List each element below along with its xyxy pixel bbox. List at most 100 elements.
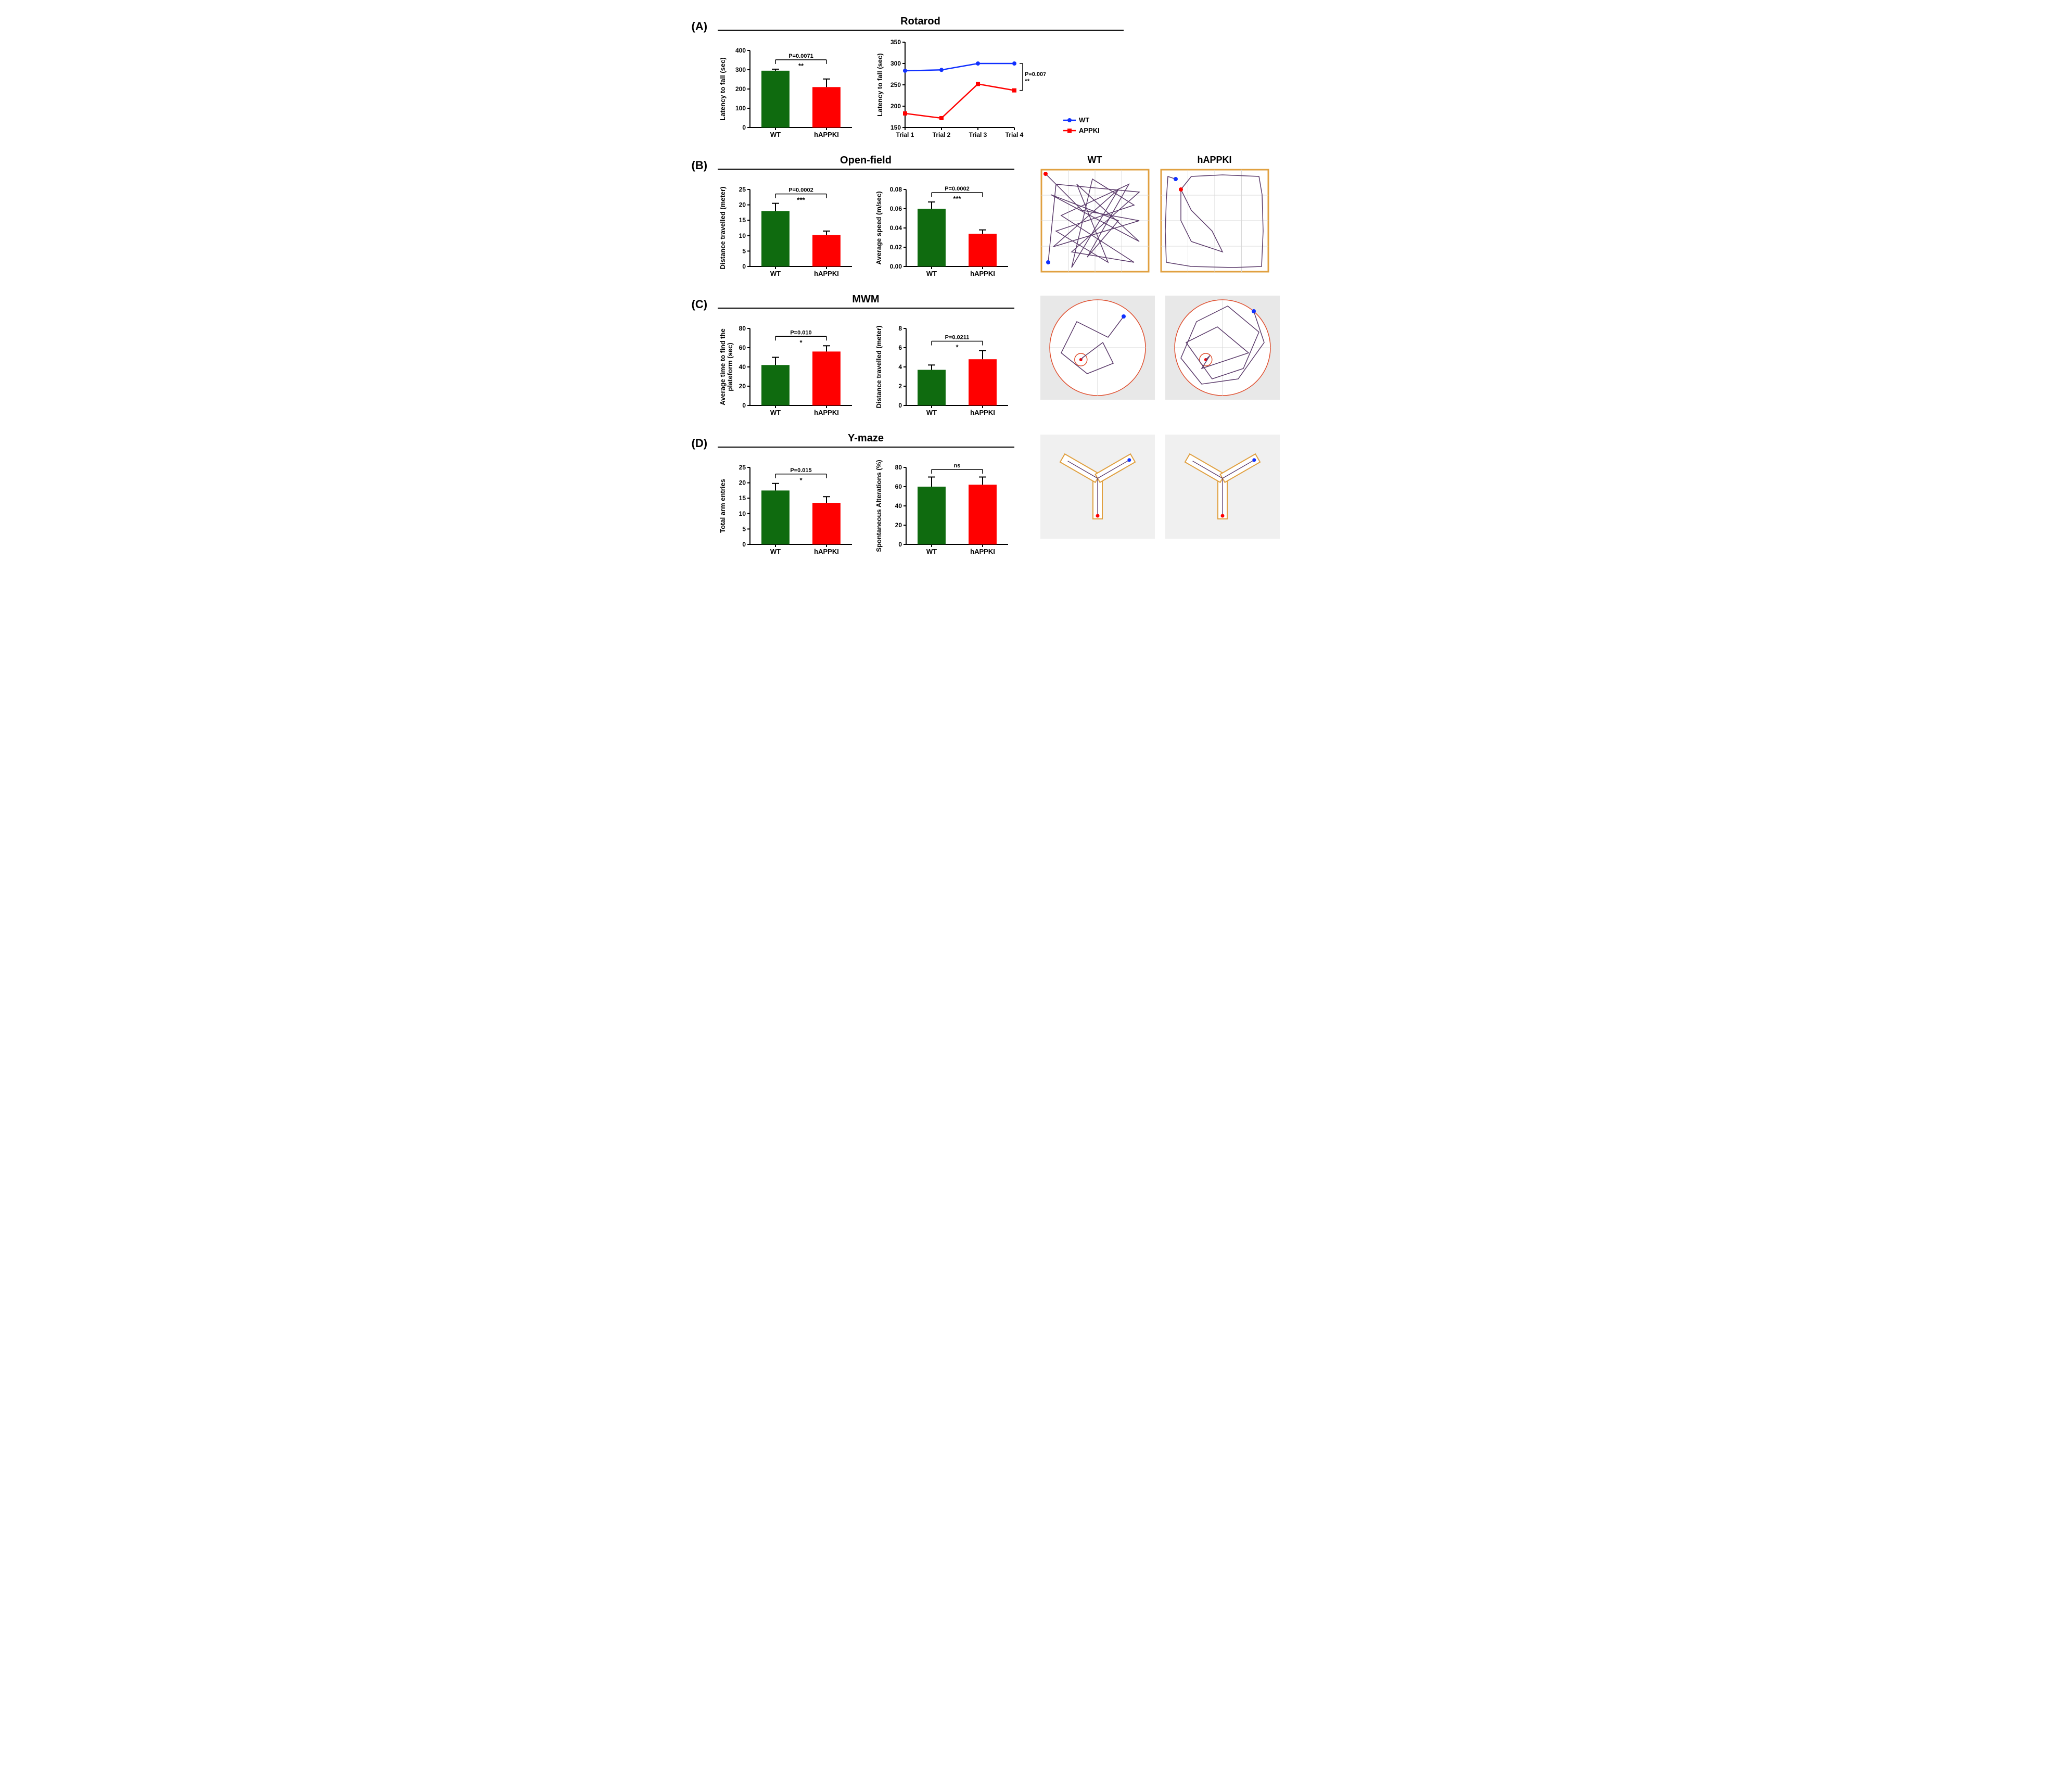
svg-text:2: 2 bbox=[898, 383, 902, 390]
panel-C-charts: 020406080Average time to find theplatefo… bbox=[718, 313, 1014, 422]
openfield-distance-chart: 0510152025Distance travelled (meter)WThA… bbox=[718, 174, 858, 283]
svg-text:25: 25 bbox=[739, 186, 746, 193]
svg-text:0.00: 0.00 bbox=[889, 263, 902, 270]
ymaze-track-ko bbox=[1165, 435, 1280, 539]
svg-text:WT: WT bbox=[770, 270, 780, 277]
svg-text:hAPPKI: hAPPKI bbox=[970, 270, 995, 277]
track-ko-col: hAPPKI bbox=[1160, 155, 1269, 273]
svg-text:P=0.0211: P=0.0211 bbox=[945, 335, 969, 341]
row-B: (B) Open-field 0510152025Distance travel… bbox=[692, 155, 1358, 283]
panel-B-charts: 0510152025Distance travelled (meter)WThA… bbox=[718, 174, 1014, 283]
svg-text:P=0.0002: P=0.0002 bbox=[788, 187, 813, 194]
panel-D-title: Y-maze bbox=[848, 433, 884, 444]
mwm-track-ko bbox=[1165, 296, 1280, 400]
svg-text:Trial 1: Trial 1 bbox=[896, 131, 914, 138]
openfield-track-wt bbox=[1040, 169, 1150, 273]
svg-text:10: 10 bbox=[739, 510, 746, 517]
panel-D-block: Y-maze 0510152025Total arm entriesWThAPP… bbox=[718, 433, 1014, 561]
svg-text:80: 80 bbox=[739, 325, 746, 332]
svg-text:WT: WT bbox=[926, 409, 936, 416]
rotarod-line-chart: 150200250300350Latency to fall (sec)Tria… bbox=[874, 35, 1046, 144]
title-rule bbox=[718, 30, 1124, 31]
row-D: (D) Y-maze 0510152025Total arm entriesWT… bbox=[692, 433, 1358, 561]
svg-text:40: 40 bbox=[895, 502, 902, 510]
panel-D-charts: 0510152025Total arm entriesWThAPPKIP=0.0… bbox=[718, 452, 1014, 561]
mwm-track-wt bbox=[1040, 296, 1155, 400]
svg-text:Latency to fall (sec): Latency to fall (sec) bbox=[719, 57, 727, 120]
panel-C-title: MWM bbox=[852, 294, 879, 306]
svg-text:hAPPKI: hAPPKI bbox=[970, 548, 995, 555]
svg-text:plateform (sec): plateform (sec) bbox=[726, 342, 734, 391]
svg-text:200: 200 bbox=[890, 103, 900, 110]
svg-text:5: 5 bbox=[742, 525, 746, 532]
panel-A-title: Rotarod bbox=[900, 16, 940, 28]
svg-text:*: * bbox=[956, 344, 959, 351]
title-rule bbox=[718, 169, 1014, 170]
panel-A-block: Rotarod 0 100 200 300 400 Latency to fall (se… bbox=[718, 16, 1124, 144]
svg-text:hAPPKI: hAPPKI bbox=[814, 548, 839, 555]
mwm-time-chart: 020406080Average time to find theplatefo… bbox=[718, 313, 858, 422]
svg-text:40: 40 bbox=[739, 363, 746, 371]
svg-text:20: 20 bbox=[895, 522, 902, 529]
line-legend: WT APPKI bbox=[1061, 113, 1124, 144]
svg-text:P=0.0072: P=0.0072 bbox=[1025, 71, 1046, 78]
svg-text:8: 8 bbox=[898, 325, 902, 332]
svg-text:0: 0 bbox=[898, 402, 902, 409]
svg-text:25: 25 bbox=[739, 464, 746, 471]
svg-text:Latency to fall (sec): Latency to fall (sec) bbox=[876, 53, 884, 116]
svg-text:80: 80 bbox=[895, 464, 902, 471]
panel-A-charts: 0100200300400Latency to fall (sec)WThAPP… bbox=[718, 35, 1124, 144]
svg-text:150: 150 bbox=[890, 124, 900, 131]
openfield-track-pair: WT hAPPKI bbox=[1040, 155, 1269, 273]
svg-text:Spontaneous Alterations (%): Spontaneous Alterations (%) bbox=[875, 460, 883, 552]
svg-text:Average time to find the: Average time to find the bbox=[719, 328, 727, 405]
svg-text:200: 200 bbox=[735, 85, 745, 93]
track-wt-title: WT bbox=[1088, 155, 1102, 166]
svg-text:WT: WT bbox=[770, 409, 780, 416]
svg-text:P=0.015: P=0.015 bbox=[790, 467, 811, 474]
svg-text:0: 0 bbox=[898, 541, 902, 548]
svg-text:0: 0 bbox=[742, 124, 746, 131]
svg-text:Total arm entries: Total arm entries bbox=[719, 479, 727, 533]
openfield-track-ko bbox=[1160, 169, 1269, 273]
svg-text:100: 100 bbox=[735, 105, 745, 112]
svg-text:0.08: 0.08 bbox=[889, 186, 902, 193]
svg-text:60: 60 bbox=[895, 483, 902, 490]
ymaze-track-wt bbox=[1040, 435, 1155, 539]
svg-text:0.06: 0.06 bbox=[889, 205, 902, 212]
track-ko-title: hAPPKI bbox=[1197, 155, 1231, 166]
svg-text:10: 10 bbox=[739, 232, 746, 239]
svg-text:0: 0 bbox=[742, 541, 746, 548]
svg-text:APPKI: APPKI bbox=[1079, 126, 1100, 134]
svg-text:P=0.0002: P=0.0002 bbox=[945, 186, 969, 192]
svg-text:4: 4 bbox=[898, 363, 902, 371]
svg-text:400: 400 bbox=[735, 47, 745, 54]
svg-text:0.02: 0.02 bbox=[889, 244, 902, 251]
svg-text:P=0.0071: P=0.0071 bbox=[788, 53, 813, 59]
panel-label-A: (A) bbox=[692, 16, 718, 33]
row-A: (A) Rotarod 0 100 200 300 400 Latency to fall… bbox=[692, 16, 1358, 144]
svg-text:300: 300 bbox=[890, 60, 900, 67]
svg-text:hAPPKI: hAPPKI bbox=[970, 409, 995, 416]
svg-text:300: 300 bbox=[735, 66, 745, 73]
svg-text:ns: ns bbox=[953, 463, 960, 469]
svg-text:6: 6 bbox=[898, 344, 902, 351]
title-rule bbox=[718, 447, 1014, 448]
panel-C-block: MWM 020406080Average time to find thepla… bbox=[718, 294, 1014, 422]
svg-text:60: 60 bbox=[739, 344, 746, 351]
svg-text:5: 5 bbox=[742, 247, 746, 255]
svg-text:0: 0 bbox=[742, 402, 746, 409]
panel-label-C: (C) bbox=[692, 294, 718, 311]
panel-label-D: (D) bbox=[692, 433, 718, 450]
svg-text:Trial 4: Trial 4 bbox=[1005, 131, 1023, 138]
svg-text:WT: WT bbox=[1079, 116, 1089, 124]
panel-B-title: Open-field bbox=[840, 155, 892, 167]
svg-text:350: 350 bbox=[890, 39, 900, 46]
svg-text:20: 20 bbox=[739, 479, 746, 487]
track-wt-col: WT bbox=[1040, 155, 1150, 273]
openfield-speed-chart: 0.000.020.040.060.08Average speed (m/sec… bbox=[874, 174, 1014, 283]
figure: (A) Rotarod 0100200300400Latency to fall… bbox=[692, 16, 1358, 561]
svg-text:hAPPKI: hAPPKI bbox=[814, 270, 839, 277]
panel-B-block: Open-field 0510152025Distance travelled … bbox=[718, 155, 1014, 283]
svg-text:Distance travelled (meter): Distance travelled (meter) bbox=[875, 326, 883, 409]
